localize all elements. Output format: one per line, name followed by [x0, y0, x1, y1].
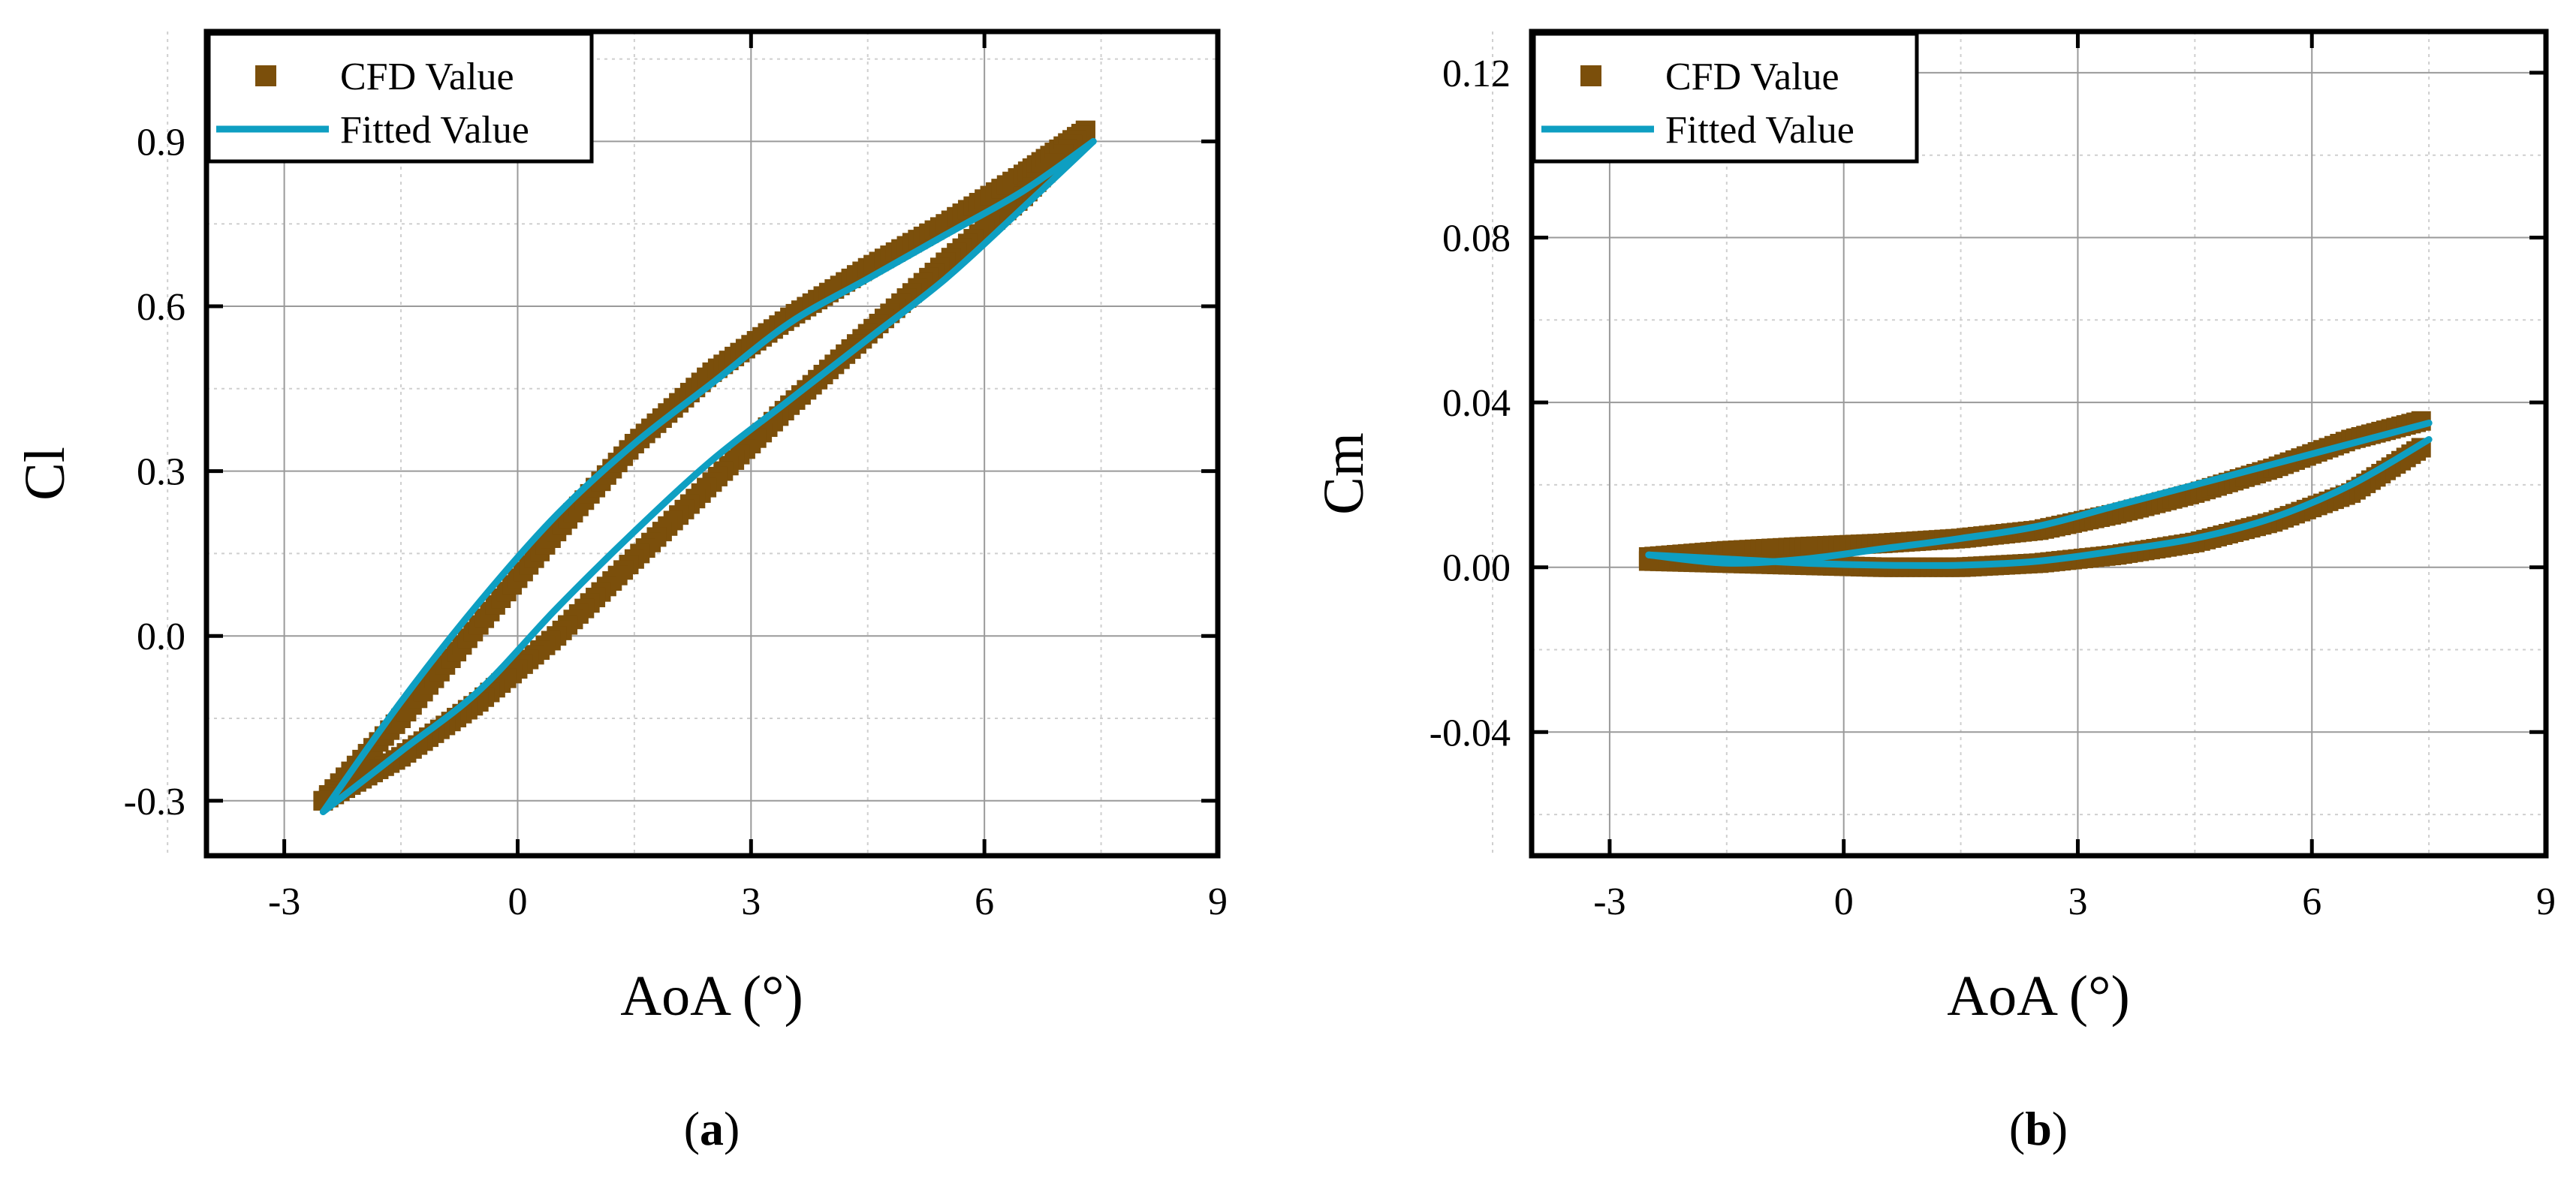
y-axis-title: Cm [1312, 432, 1375, 515]
panel-a-cl-chart: -3 0 3 6 9 -0.3 0.0 0.3 0.6 0.9 AoA (°) Cl CFD Value… [14, 32, 1228, 1155]
y-tick-label: 0.04 [1442, 382, 1511, 425]
y-tick-label: 0.08 [1442, 218, 1511, 260]
panel-label-open: ( [684, 1102, 700, 1155]
x-tick-label: 9 [1208, 880, 1228, 923]
x-tick-label: -3 [1593, 880, 1625, 923]
x-axis-title: AoA (°) [620, 965, 803, 1028]
legend-marker-cfd [1580, 65, 1601, 86]
panel-label-close: ) [2052, 1102, 2068, 1155]
x-tick-label: -3 [268, 880, 300, 923]
panel-label-letter: a [700, 1102, 724, 1155]
panel-label-letter: b [2025, 1102, 2052, 1155]
y-tick-label: -0.04 [1430, 712, 1511, 754]
panel-label-close: ) [724, 1102, 740, 1155]
x-tick-label: 3 [741, 880, 761, 923]
y-axis-title: Cl [14, 447, 77, 501]
y-tick-label: 0.3 [137, 451, 185, 494]
y-tick-label: 0.12 [1442, 53, 1511, 95]
y-tick-label: 0.9 [137, 121, 185, 164]
panel-label: (a) [684, 1102, 740, 1155]
panel-label-open: ( [2009, 1102, 2025, 1155]
x-axis-title: AoA (°) [1947, 965, 2130, 1028]
x-tick-label: 0 [1834, 880, 1854, 923]
legend-marker-cfd [255, 65, 276, 86]
y-tick-label: 0.00 [1442, 547, 1511, 590]
y-tick-label: 0.0 [137, 616, 185, 658]
x-tick-label: 6 [2302, 880, 2321, 923]
legend-label-fitted: Fitted Value [340, 109, 529, 152]
legend: CFD Value Fitted Value [1534, 34, 1917, 161]
figure: -3 0 3 6 9 -0.3 0.0 0.3 0.6 0.9 AoA (°) Cl CFD Value… [0, 0, 2576, 1186]
legend-label-fitted: Fitted Value [1665, 109, 1854, 152]
panel-b-cm-chart: -3 0 3 6 9 -0.04 0.00 0.04 0.08 0.12 AoA (°) Cm CFD … [1312, 32, 2556, 1155]
legend: CFD Value Fitted Value [209, 34, 592, 161]
x-tick-label: 3 [2068, 880, 2087, 923]
y-tick-label: -0.3 [124, 781, 185, 823]
panel-label: (b) [2009, 1102, 2068, 1155]
x-tick-label: 0 [508, 880, 527, 923]
x-tick-label: 6 [975, 880, 994, 923]
x-tick-label: 9 [2536, 880, 2556, 923]
y-tick-label: 0.6 [137, 286, 185, 329]
legend-label-cfd: CFD Value [1665, 56, 1839, 98]
legend-label-cfd: CFD Value [340, 56, 514, 98]
